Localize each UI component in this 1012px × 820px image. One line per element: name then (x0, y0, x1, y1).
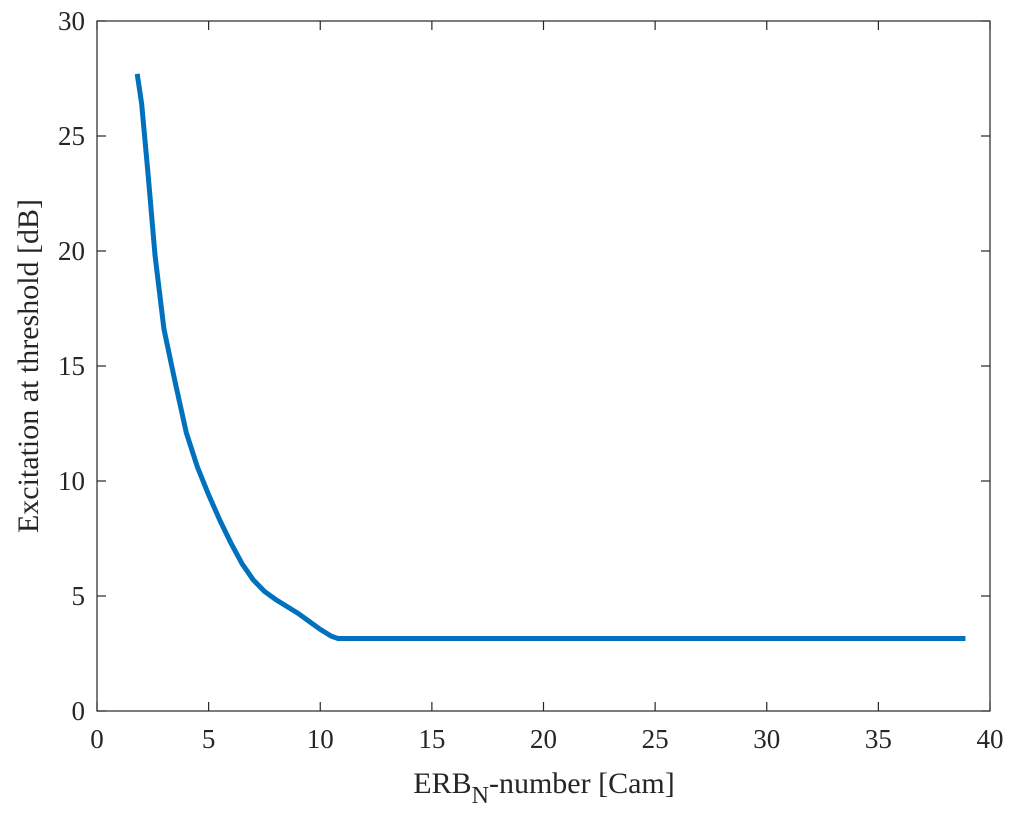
y-axis-label: Excitation at threshold [dB] (12, 199, 45, 533)
y-tick-label: 15 (58, 351, 85, 381)
x-axis-label: ERBN-number [Cam] (413, 767, 674, 809)
x-tick-label: 10 (307, 724, 334, 754)
y-tick-label: 30 (58, 6, 85, 36)
y-tick-label: 5 (72, 581, 86, 611)
x-tick-label: 30 (753, 724, 780, 754)
x-tick-label: 5 (202, 724, 216, 754)
y-tick-label: 25 (58, 121, 85, 151)
axis-ticks (96, 20, 991, 712)
x-axis-label-rest: -number [Cam] (489, 767, 675, 800)
x-tick-label: 0 (90, 724, 104, 754)
x-axis-label-main: ERB (413, 767, 471, 800)
x-axis-label-subscript: N (472, 783, 489, 809)
y-tick-label: 10 (58, 466, 85, 496)
x-tick-label: 20 (530, 724, 557, 754)
y-tick-label: 0 (72, 696, 86, 726)
plot-area-frame (96, 20, 991, 712)
y-axis-label-group: Excitation at threshold [dB] (12, 199, 45, 533)
x-tick-label: 15 (418, 724, 445, 754)
y-tick-label: 20 (58, 236, 85, 266)
x-tick-label: 35 (865, 724, 892, 754)
x-tick-label: 40 (977, 724, 1004, 754)
axis-tick-labels: 0 5 10 15 20 25 30 35 40 0 5 10 15 20 25 30 (58, 6, 1004, 754)
series-group (134, 73, 966, 642)
series-line (134, 73, 966, 642)
x-tick-label: 25 (642, 724, 669, 754)
